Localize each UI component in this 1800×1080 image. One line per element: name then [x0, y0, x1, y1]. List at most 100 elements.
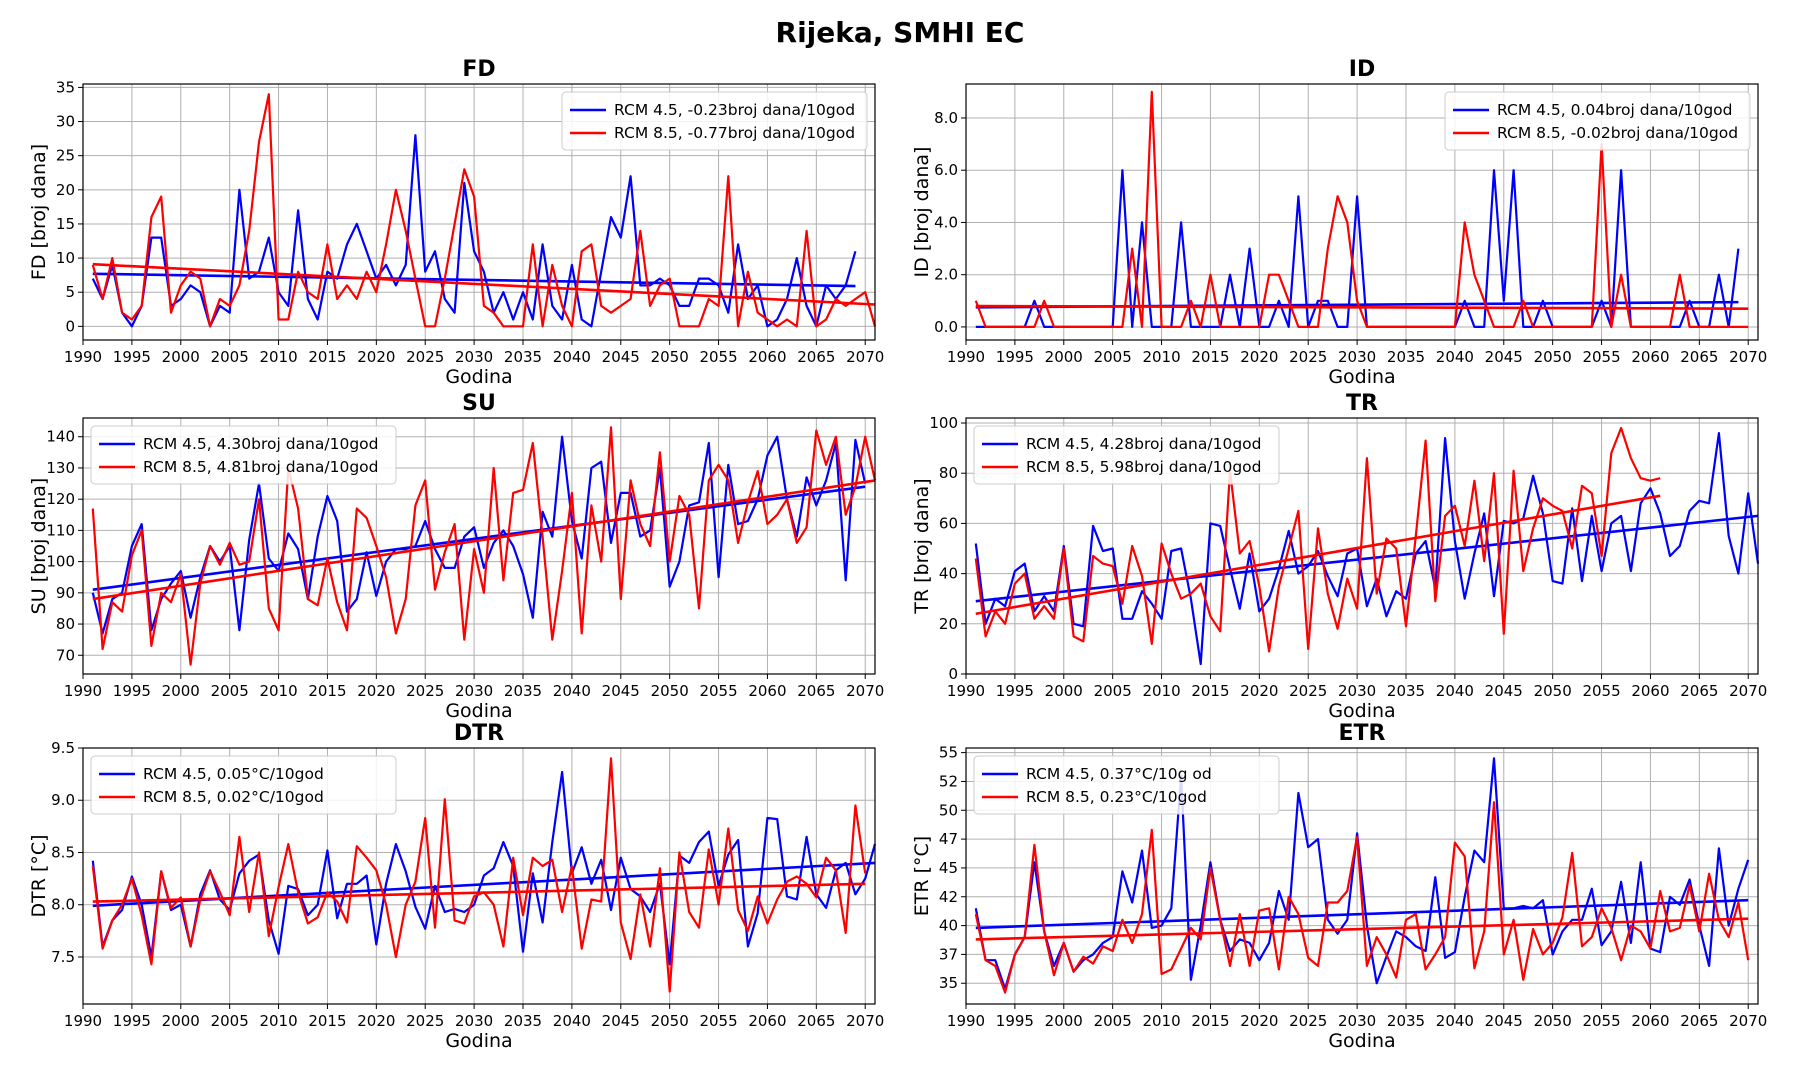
x-tick-label: 2030 [1338, 1012, 1376, 1030]
x-tick-label: 2000 [1045, 348, 1083, 366]
y-tick-label: 8.0 [934, 109, 958, 127]
x-tick-label: 1995 [996, 348, 1034, 366]
chart-panel-fd: 1990 1995 2000 2005 2010 2015 2020 2025 2030 2035… [28, 57, 884, 388]
y-tick-label: 140 [46, 428, 75, 446]
axes-frame [82, 747, 876, 1005]
x-tick-label: 2010 [1142, 1012, 1180, 1030]
x-tick-label: 2045 [1485, 682, 1523, 700]
legend: RCM 4.5, 4.28broj dana/10god RCM 8.5, 5.9… [973, 425, 1280, 485]
x-tick-label: 2070 [846, 1012, 884, 1030]
x-tick-label: 2015 [1191, 348, 1229, 366]
trend-line-rcm85 [975, 494, 1661, 616]
y-tick-label: 5 [65, 283, 75, 301]
x-tick-label: 2010 [259, 348, 297, 366]
panel-title: FD [462, 57, 495, 82]
y-tick-label: 7.5 [51, 948, 75, 966]
x-tick-label: 2035 [1387, 348, 1425, 366]
x-tick-label: 2040 [1436, 348, 1474, 366]
x-tick-label: 2005 [1094, 348, 1132, 366]
legend-label: RCM 4.5, 0.05°C/10god [143, 765, 324, 783]
x-tick-label: 2025 [1289, 682, 1327, 700]
y-tick-label: 10 [56, 249, 75, 267]
y-tick-label: 0 [65, 317, 75, 335]
y-tick-label: 8.0 [51, 896, 75, 914]
x-tick-label: 2070 [846, 682, 884, 700]
y-axis-label: TR [broj dana] [911, 478, 933, 614]
x-axis-label: Godina [1328, 366, 1395, 388]
x-tick-label: 2015 [1191, 1012, 1229, 1030]
x-tick-label: 2065 [797, 348, 835, 366]
y-tick-label: 4.0 [934, 213, 958, 231]
y-tick-label: 40 [939, 917, 958, 935]
axes-frame [82, 417, 876, 675]
legend-label: RCM 4.5, 4.30broj dana/10god [143, 435, 379, 453]
y-tick-label: 55 [939, 744, 958, 762]
trend-line-rcm45 [975, 514, 1759, 603]
x-tick-label: 1990 [64, 348, 102, 366]
x-tick-label: 2025 [406, 1012, 444, 1030]
x-tick-label: 2000 [162, 682, 200, 700]
panel-title: ID [1349, 57, 1375, 82]
x-tick-label: 2035 [504, 1012, 542, 1030]
axes-frame [965, 747, 1759, 1005]
x-tick-label: 2040 [553, 1012, 591, 1030]
series-line-rcm85 [91, 93, 877, 328]
x-tick-label: 2035 [504, 682, 542, 700]
trend-line-rcm85 [92, 882, 866, 903]
panel-title: ETR [1339, 721, 1386, 746]
trend-line-rcm85 [92, 262, 876, 306]
x-tick-label: 2020 [1240, 1012, 1278, 1030]
panel-title: SU [462, 391, 496, 416]
x-tick-label: 2020 [1240, 682, 1278, 700]
x-tick-label: 2030 [1338, 348, 1376, 366]
x-tick-label: 1990 [64, 682, 102, 700]
x-tick-label: 2030 [455, 348, 493, 366]
legend-label: RCM 8.5, -0.77broj dana/10god [614, 124, 855, 142]
x-tick-label: 2010 [259, 1012, 297, 1030]
legend-box [90, 755, 397, 815]
series-line-rcm45 [974, 432, 1760, 666]
x-tick-label: 1990 [64, 1012, 102, 1030]
x-tick-label: 2070 [846, 348, 884, 366]
series-line-rcm85 [91, 757, 867, 993]
legend: RCM 4.5, 0.37°C/10g od RCM 8.5, 0.23°C/10… [973, 755, 1280, 815]
x-tick-label: 2000 [1045, 682, 1083, 700]
x-tick-label: 2000 [162, 348, 200, 366]
y-tick-label: 50 [939, 801, 958, 819]
x-tick-label: 2025 [406, 348, 444, 366]
trend-line-rcm45 [92, 272, 856, 288]
x-tick-label: 2025 [406, 682, 444, 700]
x-tick-label: 1990 [947, 1012, 985, 1030]
y-tick-label: 70 [56, 646, 75, 664]
x-tick-label: 2055 [699, 348, 737, 366]
y-tick-label: 37 [939, 945, 958, 963]
x-tick-label: 2065 [797, 1012, 835, 1030]
x-axis-label: Godina [445, 1030, 512, 1052]
x-tick-label: 2045 [602, 682, 640, 700]
y-tick-label: 25 [56, 147, 75, 165]
x-tick-label: 2045 [1485, 1012, 1523, 1030]
x-tick-label: 2040 [1436, 1012, 1474, 1030]
y-tick-label: 90 [56, 584, 75, 602]
y-tick-label: 52 [939, 772, 958, 790]
x-tick-label: 2060 [1631, 682, 1669, 700]
chart-panels: 1990 1995 2000 2005 2010 2015 2020 2025 2030 2035… [28, 57, 1767, 1052]
x-tick-label: 2020 [357, 1012, 395, 1030]
x-tick-label: 2015 [308, 1012, 346, 1030]
y-tick-label: 40 [939, 565, 958, 583]
legend: RCM 4.5, -0.23broj dana/10god RCM 8.5, -0… [561, 91, 868, 151]
x-tick-label: 1995 [113, 348, 151, 366]
chart-panel-id: 1990 1995 2000 2005 2010 2015 2020 2025 2030 2035… [911, 57, 1767, 388]
x-tick-label: 2060 [1631, 1012, 1669, 1030]
x-tick-label: 2030 [1338, 682, 1376, 700]
x-tick-label: 1990 [947, 682, 985, 700]
x-tick-label: 2050 [1534, 682, 1572, 700]
trend-line-rcm45 [92, 485, 866, 591]
x-tick-label: 2030 [455, 682, 493, 700]
x-axis-label: Godina [445, 366, 512, 388]
x-tick-label: 1995 [113, 682, 151, 700]
x-tick-label: 2045 [1485, 348, 1523, 366]
y-tick-label: 100 [929, 414, 958, 432]
axes-frame [82, 83, 876, 341]
